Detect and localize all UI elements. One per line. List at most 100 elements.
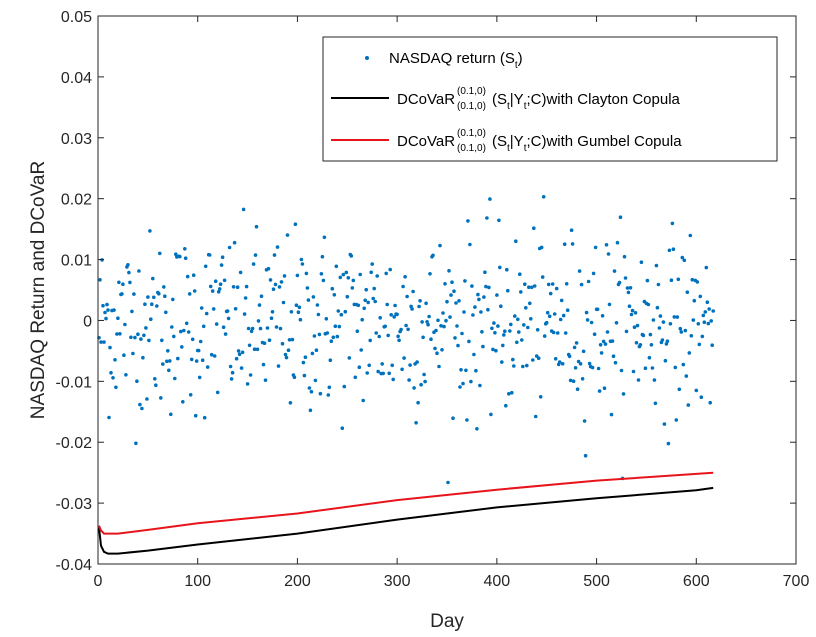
return-point (357, 365, 362, 370)
return-point (557, 360, 562, 364)
return-point (168, 359, 172, 363)
return-point (378, 316, 383, 320)
return-point (136, 332, 140, 337)
return-point (236, 349, 241, 353)
return-point (524, 306, 528, 310)
return-point (185, 274, 190, 279)
return-point (541, 195, 546, 199)
return-point (331, 335, 336, 340)
return-point (245, 382, 250, 386)
return-point (271, 287, 276, 292)
y-tick-label: 0.03 (61, 131, 92, 148)
return-point (256, 319, 261, 323)
return-point (351, 278, 356, 283)
return-point (517, 330, 521, 334)
return-point (478, 383, 482, 388)
return-point (294, 303, 299, 308)
x-tick-label: 300 (384, 573, 411, 590)
return-point (202, 415, 207, 420)
legend-clayton-sup: (0.1,0) (457, 86, 486, 97)
return-point (661, 320, 666, 324)
return-point (425, 320, 429, 324)
return-point (106, 308, 110, 312)
return-point (183, 256, 188, 261)
return-point (679, 330, 684, 334)
return-point (618, 215, 623, 219)
return-point (218, 282, 223, 287)
return-point (657, 326, 662, 330)
return-point (455, 324, 459, 328)
return-point (709, 319, 713, 323)
return-point (711, 309, 715, 313)
return-point (187, 292, 192, 296)
return-point (318, 391, 323, 396)
x-axis-label: Day (430, 611, 464, 632)
return-point (667, 248, 672, 253)
return-point (285, 233, 290, 237)
return-point (210, 289, 215, 293)
return-point (361, 398, 366, 403)
return-point (473, 305, 477, 309)
return-point (535, 328, 540, 332)
legend-clayton-rest: (St|Yt;C)with Clayton Copula (492, 91, 681, 112)
return-point (405, 294, 409, 299)
return-point (500, 360, 504, 364)
return-point (193, 413, 198, 418)
return-point (561, 313, 566, 318)
return-point (233, 307, 238, 311)
return-point (480, 330, 484, 334)
return-point (274, 325, 279, 329)
return-point (662, 422, 667, 426)
return-point (463, 279, 467, 283)
return-point (374, 331, 379, 335)
return-point (120, 292, 124, 296)
return-point (327, 385, 332, 390)
return-point (346, 276, 351, 280)
return-point (573, 366, 578, 370)
return-point (519, 290, 523, 294)
return-point (227, 245, 232, 250)
y-tick-label: -0.02 (56, 435, 93, 452)
return-point (563, 331, 568, 335)
legend-gumbel-rest: (St|Yt;C)with Gumbel Copula (492, 133, 682, 154)
return-point (273, 282, 278, 287)
return-point (314, 348, 319, 353)
return-point (466, 219, 470, 223)
return-point (578, 362, 583, 366)
return-point (702, 320, 707, 325)
return-point (230, 370, 235, 375)
return-point (664, 342, 669, 346)
return-point (528, 301, 532, 306)
return-point (418, 299, 422, 303)
return-point (629, 312, 634, 317)
legend-gumbel-sup: (0.1,0) (457, 128, 486, 139)
return-point (449, 293, 453, 297)
return-point (174, 252, 178, 256)
return-point (650, 366, 655, 370)
return-point (621, 392, 626, 396)
return-point (544, 320, 549, 325)
return-point (243, 296, 248, 300)
return-point (200, 358, 205, 363)
return-point (545, 310, 550, 315)
return-point (234, 356, 239, 361)
return-point (371, 296, 376, 301)
return-point (259, 294, 264, 299)
return-point (477, 297, 481, 302)
return-point (149, 317, 153, 322)
return-point (458, 385, 462, 389)
return-point (571, 379, 576, 384)
return-point (295, 273, 300, 278)
return-point (123, 322, 127, 327)
y-tick-label: -0.01 (56, 374, 93, 391)
return-point (302, 373, 307, 378)
return-point (309, 389, 314, 394)
return-point (412, 386, 416, 390)
return-point (145, 397, 149, 401)
return-point (247, 343, 252, 348)
return-point (241, 207, 246, 212)
return-point (148, 229, 152, 233)
return-point (604, 243, 609, 247)
return-point (307, 386, 312, 390)
return-point (300, 262, 305, 266)
